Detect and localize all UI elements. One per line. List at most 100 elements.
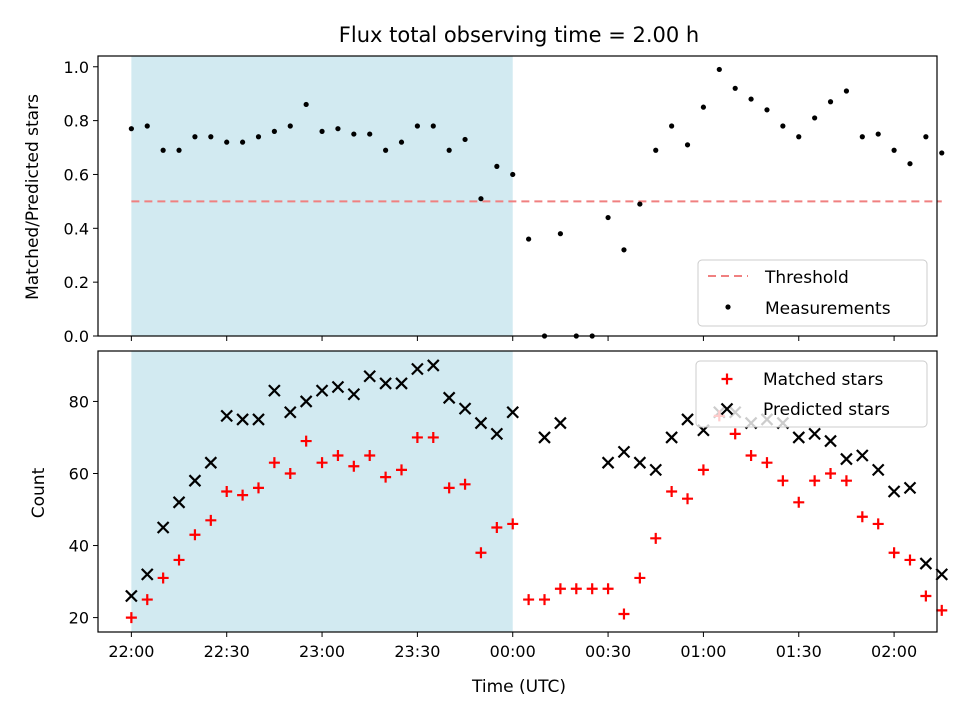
measurement-point: [557, 231, 564, 237]
y-tick-label: 20: [69, 609, 89, 628]
legend-predicted-label: Predicted stars: [763, 400, 890, 420]
x-tick-label: 23:30: [394, 642, 440, 661]
predicted-point: [379, 377, 392, 390]
matched-point: [602, 583, 614, 595]
measurement-point: [891, 147, 897, 153]
matched-point: [888, 547, 900, 559]
predicted-point: [538, 431, 551, 444]
matched-point: [840, 475, 852, 487]
legend-threshold-label: Threshold: [764, 268, 849, 288]
measurement-point: [462, 136, 468, 143]
measurement-point: [176, 147, 182, 153]
predicted-point: [156, 521, 170, 534]
predicted-point: [601, 456, 615, 469]
matched-point: [570, 583, 582, 595]
shaded-span: [131, 56, 513, 336]
measurement-point: [700, 104, 707, 110]
measurement-point: [224, 139, 230, 145]
measurement-point: [526, 236, 532, 242]
measurement-point: [414, 123, 420, 129]
matched-point: [300, 435, 312, 447]
y-tick-label: 0.4: [64, 219, 89, 238]
matched-point: [252, 482, 264, 494]
predicted-point: [220, 409, 233, 423]
measurement-point: [748, 96, 754, 102]
matched-point: [634, 572, 646, 584]
matched-point: [666, 486, 678, 497]
predicted-point: [188, 474, 202, 487]
x-tick-label: 01:00: [680, 642, 726, 661]
matched-point: [125, 612, 137, 624]
legend-measurements-label: Measurements: [765, 299, 891, 319]
predicted-point: [427, 359, 440, 372]
predicted-point: [331, 380, 345, 394]
x-tick-label: 02:00: [871, 642, 917, 661]
predicted-point: [490, 427, 504, 441]
matched-point: [904, 554, 916, 566]
measurement-point: [637, 201, 643, 207]
predicted-point: [633, 456, 647, 469]
matched-point: [491, 522, 503, 534]
matched-point: [141, 594, 153, 606]
matched-point: [411, 431, 423, 443]
y-tick-label: 0.2: [64, 273, 89, 292]
predicted-point: [442, 391, 456, 405]
matched-point: [316, 457, 328, 469]
matched-point: [682, 493, 694, 505]
matched-point: [380, 471, 392, 483]
y-tick-label: 0.0: [64, 327, 89, 346]
predicted-point: [506, 405, 520, 419]
predicted-point: [347, 387, 361, 401]
predicted-point: [871, 463, 885, 477]
top-y-axis-label: Matched/Predicted stars: [23, 94, 43, 300]
measurement-point: [716, 66, 722, 73]
matched-point: [729, 428, 741, 440]
predicted-point: [649, 463, 663, 477]
matched-point: [539, 594, 551, 606]
measurement-point: [684, 142, 691, 148]
chart-title: Flux total observing time = 2.00 h: [339, 23, 699, 47]
matched-point: [237, 489, 249, 501]
x-tick-label: 00:00: [490, 642, 536, 661]
measurement-point: [621, 247, 627, 253]
predicted-point: [268, 384, 281, 397]
y-tick-label: 0.6: [64, 165, 89, 184]
measurement-point: [939, 150, 945, 156]
legend-measurements-swatch: [725, 304, 731, 310]
predicted-point: [887, 485, 901, 498]
matched-point: [221, 486, 233, 497]
matched-point: [364, 449, 376, 461]
shaded-span: [131, 351, 513, 632]
measurement-point: [383, 147, 389, 153]
matched-point: [284, 467, 296, 479]
top-axes-frame: [97, 55, 938, 337]
legend-matched-label: Matched stars: [763, 370, 883, 390]
measurement-point: [796, 134, 802, 140]
matched-point: [157, 572, 169, 584]
predicted-point: [554, 416, 567, 430]
matched-point: [268, 457, 280, 469]
y-tick-label: 60: [69, 464, 89, 483]
predicted-point: [458, 402, 472, 415]
matched-point: [618, 608, 630, 620]
x-tick-label: 23:00: [299, 642, 345, 661]
bottom-legend: Matched stars Predicted stars: [695, 360, 928, 428]
predicted-point: [919, 557, 933, 570]
predicted-point: [236, 413, 249, 426]
bottom-axes-frame: [97, 350, 938, 633]
legend-matched-swatch: [721, 373, 733, 385]
measurement-point: [923, 134, 929, 140]
predicted-point: [903, 481, 917, 495]
measurement-point: [827, 99, 834, 105]
predicted-point: [252, 413, 265, 426]
measurement-point: [478, 196, 484, 202]
matched-point: [761, 457, 773, 469]
measurement-point: [732, 85, 738, 91]
matched-point: [443, 482, 455, 494]
measurement-point: [287, 123, 293, 129]
matched-point: [920, 590, 932, 602]
matched-point: [332, 449, 344, 461]
y-tick-label: 40: [69, 537, 89, 556]
matched-point: [777, 475, 789, 487]
matched-point: [396, 464, 408, 476]
